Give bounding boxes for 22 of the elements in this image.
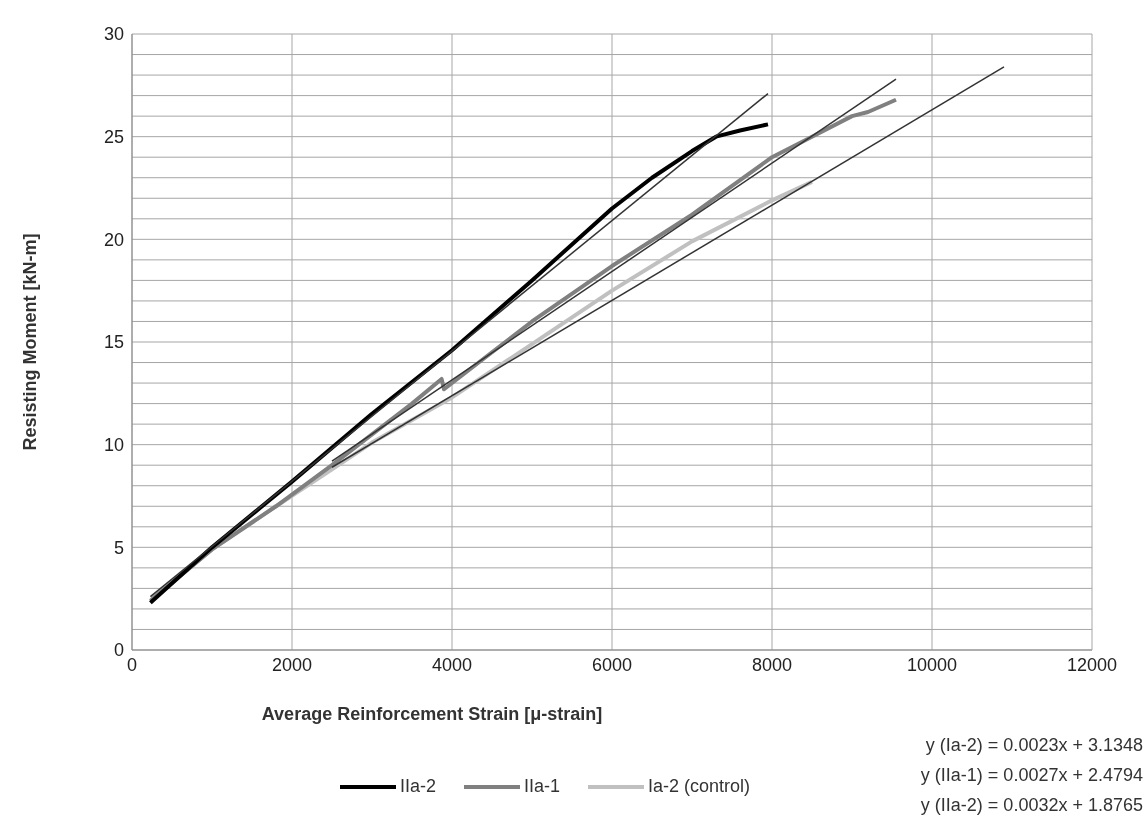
legend-label: Ia-2 (control)	[648, 776, 751, 797]
x-tick-label: 8000	[751, 654, 793, 675]
x-axis-title: Average Reinforcement Strain [μ-strain]	[261, 704, 603, 725]
y-tick-label: 20	[103, 229, 124, 250]
y-tick-label: 30	[103, 24, 124, 45]
x-tick-label: 10000	[906, 654, 958, 675]
y-tick-label: 10	[103, 435, 124, 456]
legend-label: IIa-1	[524, 776, 561, 797]
y-tick-label: 25	[103, 127, 124, 148]
y-tick-label: 15	[103, 332, 124, 353]
x-tick-label: 6000	[591, 654, 633, 675]
x-tick-label: 12000	[1066, 654, 1118, 675]
x-tick-label: 0	[126, 654, 138, 675]
y-tick-label: 5	[113, 537, 124, 558]
text: y (IIa-2) = 0.0032x + 1.8765	[920, 794, 1143, 817]
y-axis-title: Resisting Moment [kN-m]	[19, 233, 41, 451]
legend-label: IIa-2	[400, 776, 437, 797]
text: y (IIa-1) = 0.0027x + 2.4794	[920, 764, 1143, 787]
x-tick-label: 4000	[431, 654, 473, 675]
y-tick-label: 0	[113, 640, 124, 661]
x-tick-label: 2000	[271, 654, 313, 675]
text: y (Ia-2) = 0.0023x + 3.1348	[924, 734, 1143, 757]
